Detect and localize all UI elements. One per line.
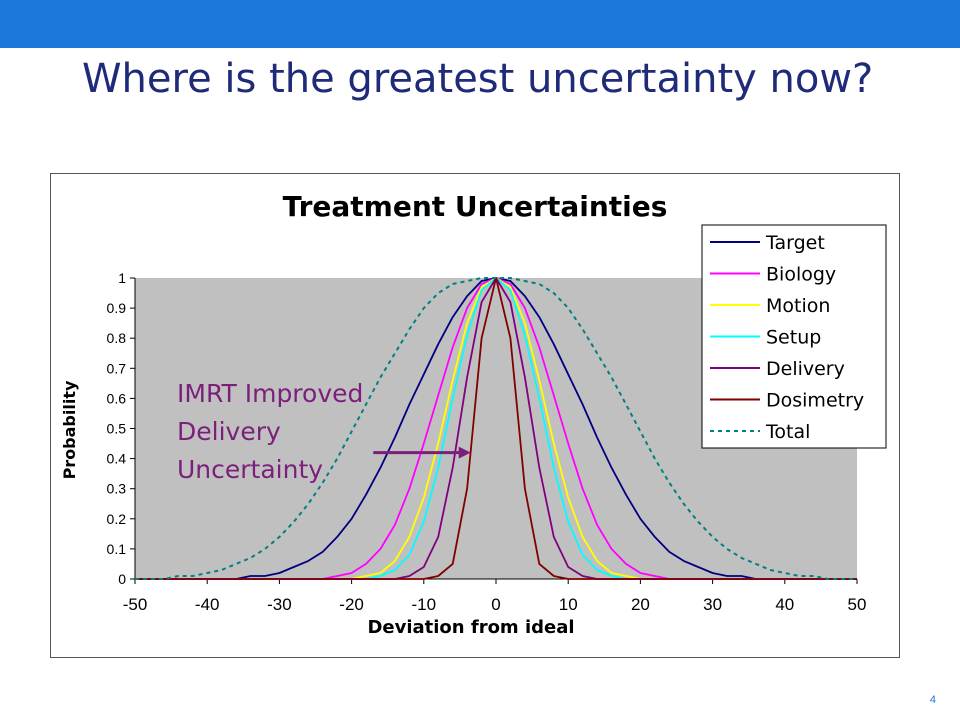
series-line-total [135,277,857,580]
x-tick-label: -20 [339,595,364,614]
y-tick-label: 0.2 [107,511,127,527]
y-tick-label: 0 [118,571,126,587]
legend-label-setup: Setup [766,327,821,349]
legend-label-biology: Biology [766,264,836,286]
treatment-uncertainties-chart: Treatment Uncertainties 0 0.1 0.2 0.3 0.4 0.5 0… [60,190,887,638]
y-tick-label: 0.5 [107,421,127,437]
annotation-text-line: IMRT Improved [177,379,363,408]
y-tick-label: 1 [118,270,126,286]
x-tick-label: -40 [195,595,220,614]
y-tick-label: 0.4 [107,451,127,467]
x-tick-label: -50 [123,595,148,614]
annotation-text-line: Delivery [177,417,281,446]
y-tick-label: 0.9 [107,300,127,316]
x-tick-label: 10 [559,595,578,614]
x-axis-label: Deviation from ideal [367,617,574,638]
y-tick-label: 0.6 [107,390,127,406]
x-tick-label: 40 [775,595,794,614]
legend-label-total: Total [765,421,810,443]
y-tick-label: 0.8 [107,330,127,346]
slide-title: Where is the greatest uncertainty now? [82,56,874,102]
x-tick-label: -30 [267,595,292,614]
legend-label-target: Target [765,232,825,254]
annotation-arrow-head [458,446,471,459]
chart-frame: Treatment Uncertainties 0 0.1 0.2 0.3 0.4 0.5 0… [50,173,900,658]
y-tick-label: 0.7 [107,360,127,376]
legend-label-dosimetry: Dosimetry [766,390,864,412]
legend-box [701,224,887,449]
page-number: 4 [929,694,936,706]
x-tick-label: -10 [412,595,437,614]
y-tick-label: 0.3 [107,481,127,497]
annotation-text-line: Uncertainty [177,455,323,484]
chart-title: Treatment Uncertainties [283,190,668,223]
y-tick-label: 0.1 [107,541,127,557]
x-tick-label: 20 [631,595,650,614]
header-bar [0,0,960,48]
legend-label-delivery: Delivery [766,358,845,380]
x-tick-label: 0 [491,595,500,614]
y-axis-label: Probability [60,380,79,479]
x-tick-label: 30 [703,595,722,614]
legend-label-motion: Motion [766,295,830,317]
x-tick-label: 50 [848,595,867,614]
